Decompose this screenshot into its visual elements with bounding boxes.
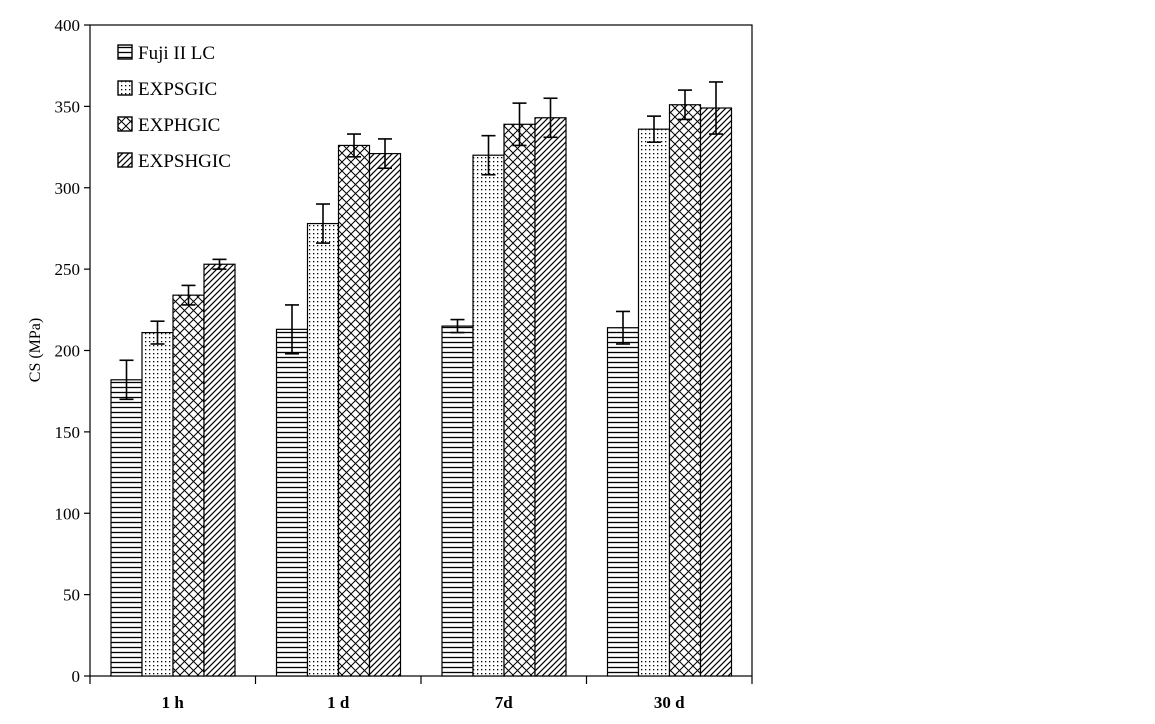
bar-fuji-ii-lc-30-d [606, 327, 640, 677]
bar-expshgic-7d [534, 117, 567, 677]
y-tick-label: 200 [55, 342, 81, 361]
y-tick-label: 400 [55, 16, 81, 35]
legend-swatch-expshgic [117, 152, 133, 168]
legend-swatch-expsgic [117, 80, 133, 96]
legend-label: EXPSGIC [138, 79, 217, 100]
y-axis-title: CS (MPa) [27, 318, 44, 382]
bar-exphgic-1-d [337, 144, 371, 677]
legend: Fuji II LC EXPSGIC EXPHGIC EXPSHGIC [117, 43, 231, 172]
legend-label: Fuji II LC [138, 43, 215, 64]
legend-swatch-exphgic [117, 116, 133, 132]
y-tick-label: 350 [55, 97, 81, 116]
bar-fuji-ii-lc-1-d [275, 328, 309, 677]
bar-expshgic-1-d [368, 152, 402, 677]
bar-expsgic-1-h [141, 331, 174, 677]
y-tick-label: 150 [55, 423, 81, 442]
bar-expsgic-7d [472, 154, 505, 677]
y-tick-label: 100 [55, 504, 81, 523]
bar-expshgic-30-d [699, 107, 733, 677]
x-axis: 1 h 1 d 7d 30 d [89, 676, 753, 712]
legend-label: EXPHGIC [138, 115, 220, 136]
bar-exphgic-30-d [668, 104, 702, 677]
x-tick-label: 1 h [162, 693, 185, 712]
y-tick-label: 250 [55, 260, 81, 279]
bar-expsgic-1-d [306, 222, 340, 677]
bar-expsgic-30-d [637, 128, 671, 677]
legend-swatch-fuji-ii-lc [117, 44, 133, 60]
error-bars-group [119, 81, 723, 401]
y-axis: 0 50 100 150 200 250 300 350 400 [55, 16, 90, 686]
x-tick-label: 30 d [654, 693, 685, 712]
x-tick-label: 7d [495, 693, 514, 712]
bar-exphgic-1-h [172, 294, 205, 677]
y-tick-label: 0 [72, 667, 81, 686]
y-tick-label: 300 [55, 179, 81, 198]
legend-label: EXPSHGIC [138, 151, 231, 172]
bar-fuji-ii-lc-7d [441, 325, 474, 677]
y-tick-label: 50 [63, 586, 80, 605]
bars-group [110, 104, 733, 677]
bar-fuji-ii-lc-1-h [110, 379, 143, 677]
bar-expshgic-1-h [203, 263, 236, 677]
bar-exphgic-7d [503, 123, 536, 677]
x-tick-label: 1 d [327, 693, 350, 712]
